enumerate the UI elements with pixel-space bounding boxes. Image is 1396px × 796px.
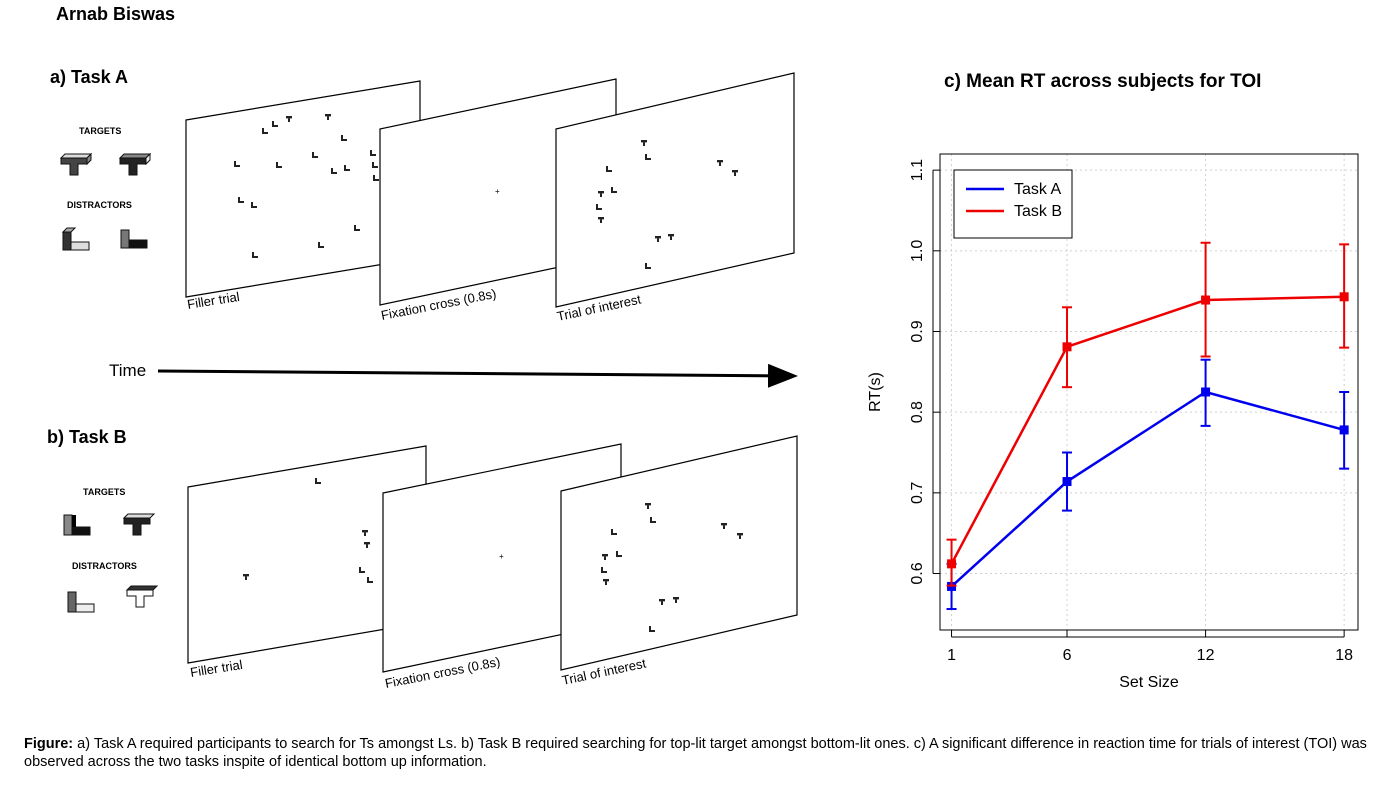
- x-axis-label: Set Size: [1119, 674, 1179, 691]
- x-tick-label: 1: [947, 647, 956, 664]
- caption-text: a) Task A required participants to searc…: [24, 736, 1367, 770]
- data-point-task-b: [1339, 292, 1349, 302]
- panel-c-title: c) Mean RT across subjects for TOI: [944, 71, 1262, 92]
- task-illustration: Filler trial + Fixation cross (0.8s) Tri…: [59, 72, 798, 691]
- panel-b-targets-label: TARGETS: [83, 487, 126, 497]
- x-tick-label: 12: [1197, 647, 1215, 664]
- y-tick-label: 1.0: [909, 240, 926, 262]
- legend-box: [953, 169, 1073, 239]
- panel-b-target-icon-1: [63, 514, 91, 536]
- figure-caption: Figure: a) Task A required participants …: [24, 735, 1374, 771]
- chart-legend: Task A Task B: [953, 169, 1073, 239]
- panel-a-title: a) Task A: [50, 67, 129, 87]
- series-line-task-a: [950, 390, 1345, 588]
- data-point-task-b: [1062, 342, 1072, 352]
- data-point-task-b: [947, 559, 957, 569]
- data-point-task-a: [1201, 387, 1211, 397]
- panel-a-distractor-icon-1: [61, 227, 90, 251]
- svg-text:+: +: [499, 552, 504, 561]
- y-tick-label: 0.9: [909, 320, 926, 342]
- y-tick-label: 0.8: [909, 401, 926, 423]
- y-tick-label: 0.6: [909, 562, 926, 584]
- author-name: Arnab Biswas: [56, 4, 176, 24]
- time-label: Time: [109, 361, 146, 380]
- y-tick-label: 0.7: [909, 482, 926, 504]
- x-tick-label: 18: [1335, 647, 1353, 664]
- panel-a-distractor-icon-2: [120, 229, 148, 249]
- caption-lead: Figure:: [24, 736, 74, 752]
- panel-a-toi-screen: [555, 72, 795, 308]
- y-axis-label: RT(s): [867, 372, 884, 412]
- x-tick-label: 6: [1063, 647, 1072, 664]
- svg-text:+: +: [495, 187, 500, 196]
- series-task-b: [946, 241, 1350, 587]
- panel-b-distractor-icon-2: [125, 585, 159, 608]
- panel-b-distractors-label: DISTRACTORS: [72, 561, 137, 571]
- panel-b-title: b) Task B: [47, 427, 127, 447]
- rt-line-chart: 0.6 0.7 0.8 0.9 1.0 1.1 1 6 12 18 Set Size RT(s)…: [867, 153, 1359, 691]
- panel-a-distractors-label: DISTRACTORS: [67, 200, 132, 210]
- x-axis: 1 6 12 18: [947, 630, 1353, 664]
- panel-b-distractor-icon-1: [67, 591, 95, 613]
- panel-a-target-icon-2: [118, 152, 152, 176]
- series-line-task-b: [950, 295, 1345, 565]
- legend-label-task-a: Task A: [1014, 181, 1061, 198]
- y-axis: 0.6 0.7 0.8 0.9 1.0 1.1: [909, 159, 940, 585]
- plot-frame: [939, 153, 1359, 631]
- data-point-task-a: [1062, 477, 1072, 487]
- series-task-a: [946, 358, 1350, 611]
- time-arrow: [157, 363, 798, 388]
- series-layer: [946, 241, 1350, 611]
- panel-a-target-icon-1: [59, 152, 93, 176]
- legend-label-task-b: Task B: [1014, 203, 1062, 220]
- panel-b-target-icon-2: [122, 513, 156, 536]
- y-tick-label: 1.1: [909, 159, 926, 181]
- data-point-task-b: [1201, 295, 1211, 305]
- panel-b-toi-screen: [560, 435, 798, 671]
- panel-a-targets-label: TARGETS: [79, 126, 122, 136]
- data-point-task-a: [1339, 425, 1349, 435]
